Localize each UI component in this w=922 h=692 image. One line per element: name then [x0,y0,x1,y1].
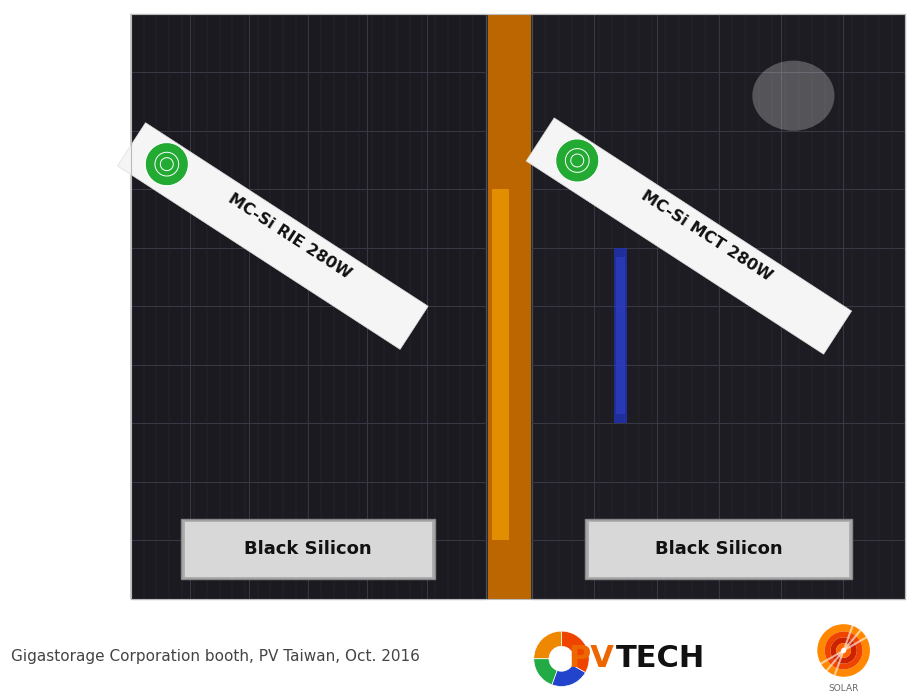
FancyBboxPatch shape [588,521,849,576]
Wedge shape [561,631,589,673]
Bar [532,14,905,599]
Bar [488,14,530,599]
Text: SOLAR
INTELLIGENCE: SOLAR INTELLIGENCE [811,684,876,692]
Bar [614,248,627,423]
Text: Black Silicon: Black Silicon [655,540,783,558]
FancyBboxPatch shape [585,519,853,579]
Text: MC-Si MCT 280W: MC-Si MCT 280W [638,188,774,284]
Text: MC-Si RIE 280W: MC-Si RIE 280W [226,191,354,282]
Wedge shape [836,643,851,658]
Wedge shape [534,659,557,685]
Bar [131,14,905,599]
Text: Gigastorage Corporation booth, PV Taiwan, Oct. 2016: Gigastorage Corporation booth, PV Taiwan… [11,648,420,664]
FancyBboxPatch shape [117,122,428,349]
Circle shape [145,143,188,185]
FancyBboxPatch shape [184,521,432,576]
Bar [616,257,625,415]
Wedge shape [534,631,561,659]
Ellipse shape [752,61,834,131]
Bar [131,14,905,599]
Text: PV: PV [568,644,614,673]
Circle shape [556,139,599,182]
Wedge shape [552,665,585,686]
Wedge shape [824,632,863,669]
Bar [492,189,509,540]
Bar [131,14,486,599]
Wedge shape [817,624,870,677]
Text: TECH: TECH [616,644,705,673]
Wedge shape [831,637,857,664]
FancyBboxPatch shape [181,519,435,579]
FancyBboxPatch shape [526,118,852,354]
Text: Black Silicon: Black Silicon [244,540,372,558]
